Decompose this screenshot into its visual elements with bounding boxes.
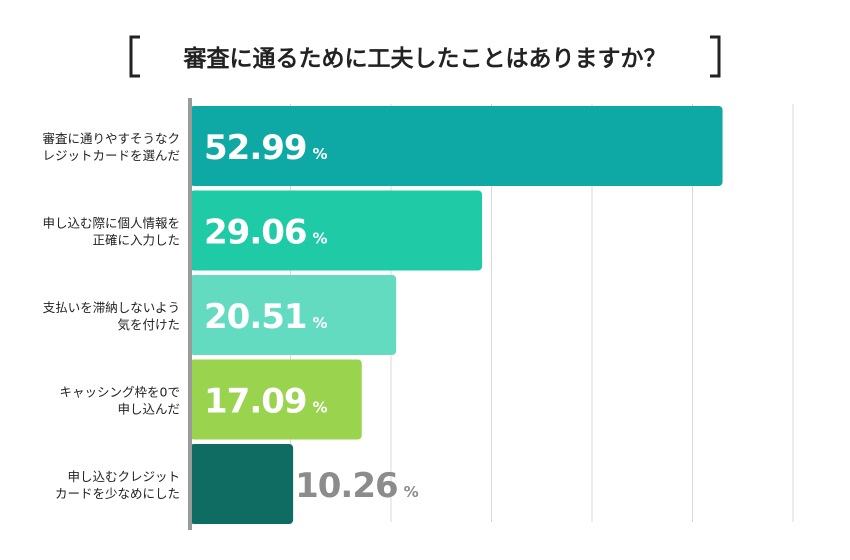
chart-title-group: 審査に通るために工夫したことはありますか？ — [129, 35, 721, 78]
value-unit: % — [313, 399, 328, 417]
category-label: 申し込む際に個人情報を正確に入力した — [42, 216, 180, 248]
value-number: 52.99 — [204, 128, 307, 168]
bars — [190, 106, 723, 524]
title-left-bracket — [129, 35, 140, 78]
category-label-line: 申し込んだ — [117, 402, 180, 417]
value-unit: % — [313, 145, 328, 163]
category-label: 支払いを滞納しないよう気を付けた — [43, 300, 180, 332]
bar — [190, 275, 397, 355]
title-right-bracket — [710, 35, 721, 78]
bar — [190, 359, 362, 440]
value-number: 17.09 — [204, 382, 307, 422]
category-label: 申し込むクレジットカードを少なめにした — [55, 469, 180, 501]
value-label: 52.99% — [204, 128, 328, 168]
value-label: 10.26% — [295, 466, 419, 506]
category-label-line: 申し込むクレジット — [67, 469, 180, 484]
category-label: キャッシング枠を0で申し込んだ — [60, 385, 180, 417]
category-label: 審査に通りやすそうなクレジットカードを選んだ — [42, 131, 180, 163]
value-unit: % — [313, 230, 328, 248]
category-label-line: キャッシング枠を0で — [60, 385, 180, 400]
category-label-line: 気を付けた — [117, 317, 180, 332]
category-labels: 審査に通りやすそうなクレジットカードを選んだ申し込む際に個人情報を正確に入力した… — [42, 131, 180, 501]
chart-title: 審査に通るために工夫したことはありますか？ — [183, 45, 667, 72]
bar — [190, 190, 483, 271]
value-label: 17.09% — [204, 382, 328, 422]
category-label-line: カードを少なめにした — [55, 486, 180, 501]
category-label-line: 申し込む際に個人情報を — [42, 216, 180, 231]
value-unit: % — [404, 483, 419, 501]
value-number: 20.51 — [204, 297, 307, 337]
value-unit: % — [313, 314, 328, 332]
value-label: 20.51% — [204, 297, 328, 337]
value-number: 29.06 — [204, 213, 307, 253]
category-label-line: 支払いを滞納しないよう — [43, 300, 180, 315]
bar — [190, 106, 723, 186]
value-label: 29.06% — [204, 213, 328, 253]
value-number: 10.26 — [295, 466, 398, 506]
value-labels: 52.99 %29.06 %20.51 %17.09 %10.26% — [204, 128, 419, 506]
category-label-line: 正確に入力した — [92, 233, 180, 248]
bar — [190, 444, 294, 524]
category-label-line: 審査に通りやすそうなク — [42, 131, 180, 146]
category-label-line: レジットカードを選んだ — [42, 148, 180, 163]
